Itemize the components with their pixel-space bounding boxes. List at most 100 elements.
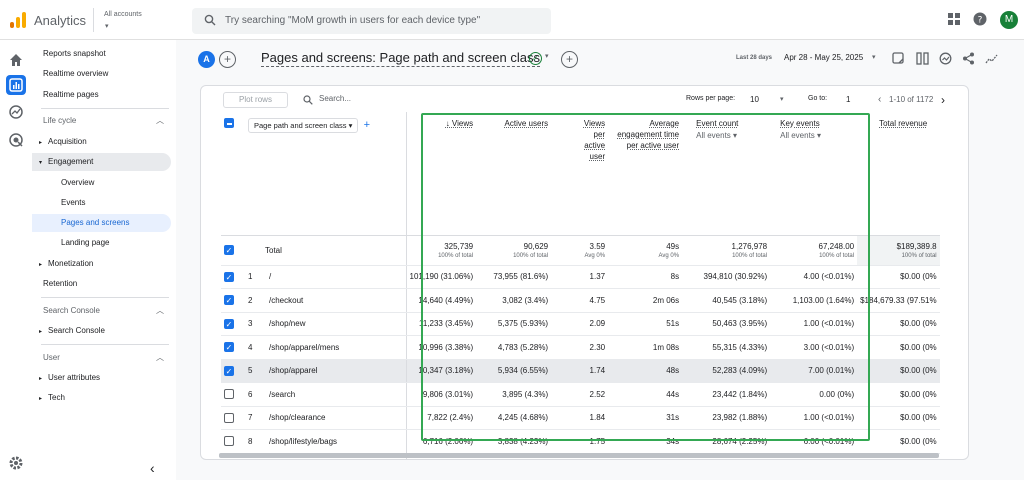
chevron-up-icon[interactable]: ︿ (156, 116, 164, 125)
row-page-path[interactable]: /checkout (263, 288, 407, 313)
chevron-down-icon[interactable]: ▾ (545, 53, 549, 60)
sidebar-item-acquisition[interactable]: ▸ Acquisition (39, 133, 87, 151)
sidebar-item-monetization[interactable]: ▸ Monetization (39, 255, 93, 273)
chevron-down-icon[interactable]: ▾ (872, 54, 876, 61)
chevron-up-icon[interactable]: ︿ (156, 353, 164, 362)
anomaly-trend-icon[interactable] (985, 52, 999, 65)
insights-icon[interactable] (939, 52, 952, 65)
select-all-checkbox[interactable] (224, 118, 234, 128)
column-header-key-events[interactable]: Key events (780, 119, 820, 128)
total-checkbox[interactable]: ✓ (224, 245, 234, 255)
row-page-path[interactable]: /shop/clearance (263, 406, 407, 430)
row-event-count: 40,545 (3.18%) (682, 288, 771, 313)
sidebar-item-realtime-overview[interactable]: Realtime overview (43, 69, 109, 78)
date-range-picker[interactable]: Apr 28 - May 25, 2025 (784, 53, 864, 62)
row-checkbox-box[interactable]: ✓ (224, 365, 234, 376)
prev-page-icon[interactable]: ‹ (878, 94, 882, 105)
next-page-icon[interactable]: › (941, 93, 945, 107)
search-input[interactable]: Try searching "MoM growth in users for e… (192, 8, 551, 34)
sidebar-item-engagement[interactable]: ▾ Engagement (32, 153, 171, 171)
sidebar-item-reports-snapshot[interactable]: Reports snapshot (43, 49, 106, 58)
row-page-path[interactable]: /shop/lifestyle/bags (263, 429, 407, 454)
add-filter-icon[interactable]: + (561, 51, 578, 68)
table-row[interactable]: ✓ 1/101,190 (31.06%) 73,955 (81.6%) 1.37 8s 3… (221, 265, 940, 289)
row-checkbox[interactable]: ✓ (221, 265, 245, 289)
column-header-total-revenue[interactable]: Total revenue (879, 119, 928, 128)
row-checkbox-box[interactable] (224, 412, 234, 423)
plot-rows-button[interactable]: Plot rows (223, 92, 288, 108)
help-icon[interactable]: ? (973, 12, 987, 26)
table-row[interactable]: 7/shop/clearance 7,822 (2.4%) 4,245 (4.68%… (221, 406, 940, 430)
sidebar-item-tech[interactable]: ▸ Tech (39, 389, 65, 407)
row-checkbox-box[interactable]: ✓ (224, 295, 234, 306)
advertising-icon[interactable] (8, 132, 24, 148)
table-search-input[interactable]: Search... (319, 94, 352, 103)
sidebar-item-overview[interactable]: Overview (61, 178, 95, 187)
sidebar-item-search-console[interactable]: ▸ Search Console (39, 322, 105, 340)
reports-icon[interactable] (6, 75, 26, 95)
table-row[interactable]: 8/shop/lifestyle/bags 6,716 (2.06%) 3,838 … (221, 429, 940, 454)
column-header-event-count[interactable]: Event count (696, 119, 739, 128)
table-row[interactable]: ✓ 5/shop/apparel 10,347 (3.18%) 5,934 (6.55… (221, 359, 940, 383)
rows-per-page-select[interactable]: 10 (750, 95, 759, 104)
row-active-users: 4,783 (5.28%) (476, 335, 552, 360)
dimension-select[interactable]: Page path and screen class ▾ (248, 118, 359, 133)
column-header-active-users[interactable]: Active users (504, 119, 549, 128)
row-checkbox-box[interactable] (224, 436, 234, 447)
explore-icon[interactable] (8, 104, 24, 120)
goto-input[interactable]: 1 (846, 95, 851, 104)
customize-report-icon[interactable] (892, 52, 905, 65)
chevron-down-icon[interactable]: ▾ (780, 96, 784, 103)
row-page-path[interactable]: /shop/apparel (263, 359, 407, 383)
row-checkbox[interactable] (221, 406, 245, 430)
section-header-search-console[interactable]: Search Console (43, 306, 100, 315)
column-header-views[interactable]: ↓ Views (445, 119, 474, 128)
horizontal-scrollbar[interactable] (219, 453, 939, 458)
section-header-user[interactable]: User (43, 353, 60, 362)
avatar[interactable]: M (1000, 11, 1018, 29)
sidebar-item-landing-page[interactable]: Landing page (61, 238, 110, 247)
row-page-path[interactable]: / (263, 265, 407, 289)
add-comparison-icon[interactable]: + (219, 51, 236, 68)
row-checkbox-box[interactable] (224, 389, 234, 400)
account-caret-icon[interactable]: ▾ (105, 23, 109, 30)
comparison-badge[interactable]: A (198, 51, 215, 68)
chevron-up-icon[interactable]: ︿ (156, 306, 164, 315)
share-icon[interactable] (962, 52, 975, 65)
column-header-views-per-user[interactable]: Views per active user (583, 119, 606, 161)
settings-gear-icon[interactable] (8, 455, 24, 471)
sidebar-item-user-attributes[interactable]: ▸ User attributes (39, 369, 100, 387)
collapse-sidebar-icon[interactable]: ‹ (150, 460, 155, 476)
home-icon[interactable] (8, 52, 24, 68)
apps-grid-icon[interactable] (947, 12, 961, 26)
row-checkbox[interactable]: ✓ (221, 288, 245, 313)
row-checkbox[interactable] (221, 429, 245, 454)
row-page-path[interactable]: /shop/apparel/mens (263, 335, 407, 360)
compare-icon[interactable] (916, 52, 929, 65)
table-row[interactable]: ✓ 3/shop/new 11,233 (3.45%) 5,375 (5.93%) 2.… (221, 312, 940, 336)
sidebar-item-events[interactable]: Events (61, 198, 86, 207)
row-checkbox[interactable]: ✓ (221, 335, 245, 360)
row-checkbox[interactable]: ✓ (221, 359, 245, 383)
row-page-path[interactable]: /search (263, 382, 407, 407)
row-checkbox[interactable]: ✓ (221, 312, 245, 336)
column-header-avg-engagement[interactable]: Average engagement time per active user (617, 119, 680, 150)
sidebar-item-pages-and-screens[interactable]: Pages and screens (32, 214, 171, 232)
row-checkbox-box[interactable]: ✓ (224, 271, 234, 282)
page-title[interactable]: Pages and screens: Page path and screen … (261, 50, 540, 67)
row-checkbox-box[interactable]: ✓ (224, 318, 234, 329)
table-row[interactable]: ✓ 2/checkout 14,640 (4.49%) 3,082 (3.4%) 4.7… (221, 288, 940, 313)
key-event-filter-select[interactable]: All events ▾ (780, 131, 822, 140)
check-circle-icon[interactable]: ✓ (529, 52, 542, 65)
sidebar-item-retention[interactable]: Retention (43, 279, 78, 288)
row-checkbox[interactable] (221, 382, 245, 407)
event-filter-select[interactable]: All events ▾ (696, 131, 738, 140)
account-selector[interactable]: All accounts (104, 11, 142, 18)
table-row[interactable]: 6/search 9,806 (3.01%) 3,895 (4.3%) 2.52 44s… (221, 382, 940, 407)
section-header-lifecycle[interactable]: Life cycle (43, 116, 77, 125)
add-dimension-icon[interactable]: + (363, 119, 371, 131)
sidebar-item-realtime-pages[interactable]: Realtime pages (43, 90, 99, 99)
row-page-path[interactable]: /shop/new (263, 312, 407, 336)
row-checkbox-box[interactable]: ✓ (224, 342, 234, 353)
table-row[interactable]: ✓ 4/shop/apparel/mens 10,996 (3.38%) 4,783 … (221, 335, 940, 360)
